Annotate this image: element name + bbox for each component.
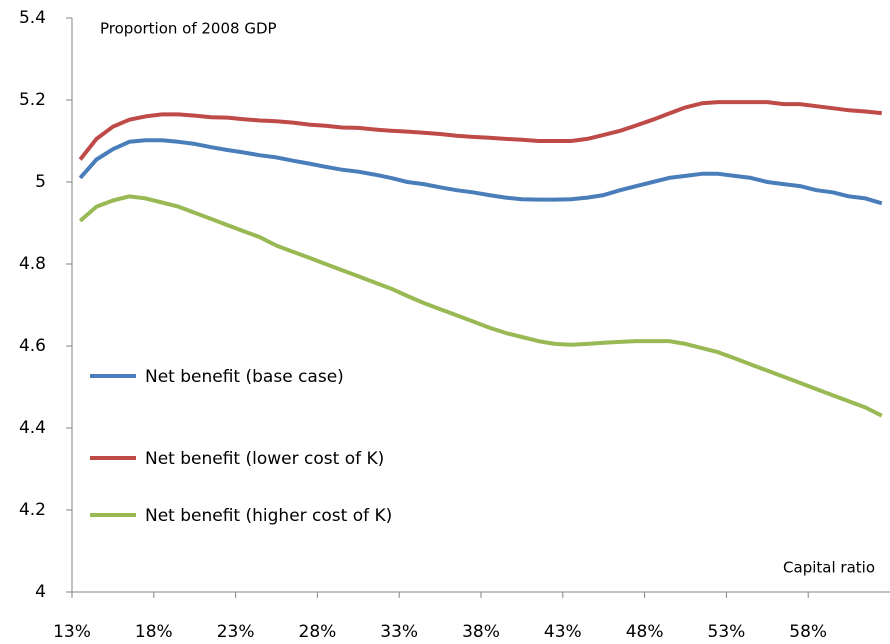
x-axis-title: Capital ratio: [783, 559, 875, 577]
line-series: [78, 100, 882, 161]
legend-label: Net benefit (lower cost of K): [145, 449, 384, 469]
x-tick-label: 53%: [708, 622, 746, 642]
y-tick-label: 4.6: [19, 336, 46, 356]
x-tick-label: 38%: [462, 622, 500, 642]
y-tick-label: 5.4: [19, 8, 46, 28]
y-tick-label: 4.8: [19, 254, 46, 274]
x-tick-label: 23%: [217, 622, 255, 642]
line-series: [78, 194, 883, 418]
x-tick-label: 43%: [544, 622, 582, 642]
x-tick-label: 28%: [299, 622, 337, 642]
x-tick-label: 18%: [135, 622, 173, 642]
y-tick-label: 5.2: [19, 90, 46, 110]
legend-label: Net benefit (higher cost of K): [145, 506, 392, 526]
x-tick-label: 48%: [626, 622, 664, 642]
y-tick-label: 4: [35, 582, 46, 602]
y-tick-label: 4.2: [19, 500, 46, 520]
y-axis-title: Proportion of 2008 GDP: [100, 20, 277, 38]
legend-label: Net benefit (base case): [145, 367, 344, 387]
x-tick-label: 58%: [789, 622, 827, 642]
y-tick-label: 4.4: [19, 418, 46, 438]
x-tick-label: 33%: [380, 622, 418, 642]
line-series: [78, 138, 883, 206]
x-tick-label: 13%: [53, 622, 91, 642]
y-tick-label: 5: [35, 172, 46, 192]
